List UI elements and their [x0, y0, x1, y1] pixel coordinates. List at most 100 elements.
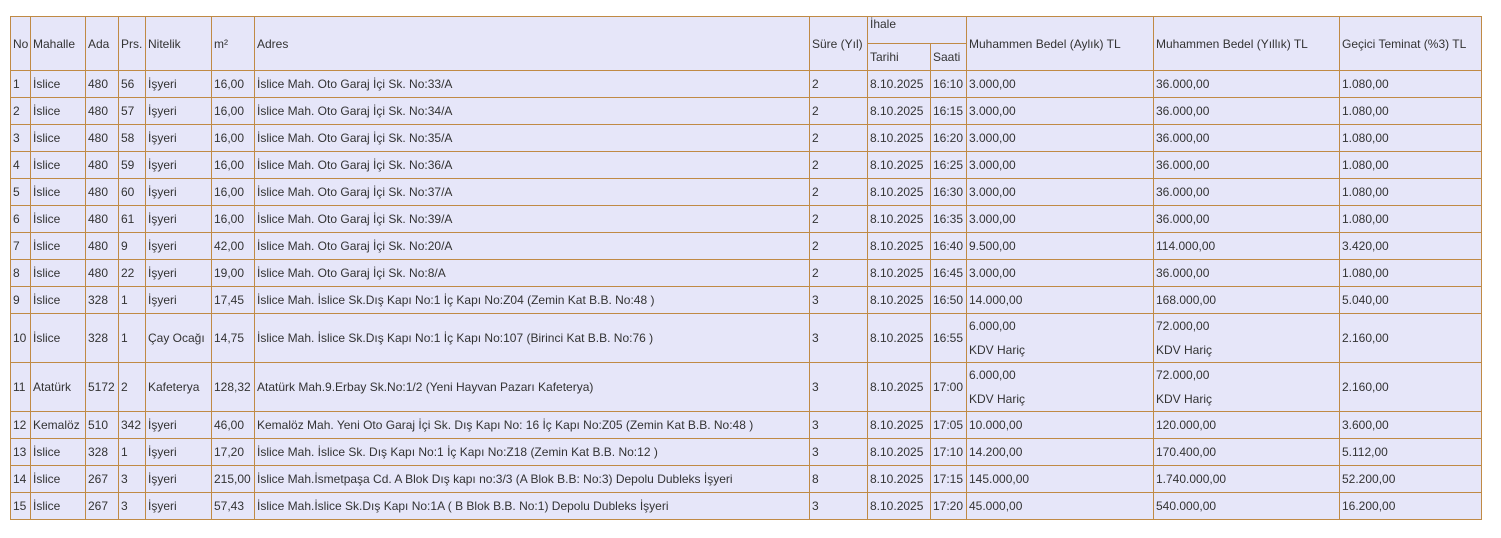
table-cell: İslice Mah. İslice Sk.Dış Kapı No:1 İç K…: [254, 313, 810, 363]
table-cell: 12: [10, 411, 31, 439]
cell-line: KDV Hariç: [1156, 392, 1213, 406]
table-cell: 16,00: [211, 70, 255, 98]
table-cell: 3.000,00: [966, 151, 1154, 179]
table-cell: 1: [10, 70, 31, 98]
table-cell: 10: [10, 313, 31, 363]
table-cell: 16:50: [930, 286, 967, 314]
table-cell: İşyeri: [145, 205, 212, 233]
table-cell: 8.10.2025: [867, 492, 931, 520]
table-cell: 52.200,00: [1339, 465, 1482, 493]
table-row: 14 İslice 267 3 İşyeri 215,00 İslice Mah.İsmet…: [10, 465, 1482, 493]
table-cell: 114.000,00: [1153, 232, 1340, 260]
table-cell: 14: [10, 465, 31, 493]
table-cell: 510: [85, 411, 119, 439]
table-cell: 480: [85, 259, 119, 287]
table-cell: 3.000,00: [966, 205, 1154, 233]
table-cell: 328: [85, 313, 119, 363]
table-cell: 3.420,00: [1339, 232, 1482, 260]
header-subcell: Saati: [930, 43, 967, 71]
table-cell: İslice Mah. Oto Garaj İçi Sk. No:35/A: [254, 124, 810, 152]
table-cell: 16,00: [211, 151, 255, 179]
table-cell: İşyeri: [145, 97, 212, 125]
table-cell: İslice Mah. Oto Garaj İçi Sk. No:37/A: [254, 178, 810, 206]
table-cell: İslice: [30, 178, 86, 206]
table-cell: 6: [10, 205, 31, 233]
table-cell: 328: [85, 286, 119, 314]
table-cell: 2.160,00: [1339, 313, 1482, 363]
table-cell: 3.000,00: [966, 97, 1154, 125]
table-cell: 17:05: [930, 411, 967, 439]
table-cell: 16.200,00: [1339, 492, 1482, 520]
table-cell: İslice Mah. Oto Garaj İçi Sk. No:8/A: [254, 259, 810, 287]
table-cell: 46,00: [211, 411, 255, 439]
table-cell: 9.500,00: [966, 232, 1154, 260]
table-cell: 16:25: [930, 151, 967, 179]
table-row: 15 İslice 267 3 İşyeri 57,43 İslice Mah.İslice…: [10, 492, 1482, 520]
table-cell: 16:30: [930, 178, 967, 206]
table-cell: 8.10.2025: [867, 313, 931, 363]
table-body: 1 İslice 480 56 İşyeri 16,00 İslice Mah. Oto G…: [10, 70, 1482, 520]
table-cell: 480: [85, 151, 119, 179]
table-cell: 15: [10, 492, 31, 520]
table-cell: İslice: [30, 313, 86, 363]
table-cell: 6.000,00 KDV Hariç: [966, 313, 1154, 363]
table-cell: 14.000,00: [966, 286, 1154, 314]
table-row: 9 İslice 328 1 İşyeri 17,45 İslice Mah. İslice…: [10, 286, 1482, 314]
table-header: No Mahalle Ada Prs. Nitelik m² Adres Süre (Yıl)…: [10, 16, 1482, 71]
header-cell: Ada: [85, 16, 119, 71]
table-cell: 16:10: [930, 70, 967, 98]
table-cell: İslice: [30, 492, 86, 520]
table-cell: 36.000,00: [1153, 259, 1340, 287]
table-cell: 3.000,00: [966, 259, 1154, 287]
table-cell: 17,45: [211, 286, 255, 314]
table-cell: 480: [85, 97, 119, 125]
table-cell: İslice Mah. Oto Garaj İçi Sk. No:34/A: [254, 97, 810, 125]
table-cell: Kafeterya: [145, 362, 212, 412]
table-cell: 3: [10, 124, 31, 152]
table-cell: 8.10.2025: [867, 286, 931, 314]
table-cell: 8.10.2025: [867, 70, 931, 98]
table-cell: İşyeri: [145, 411, 212, 439]
table-cell: 5172: [85, 362, 119, 412]
tender-table: No Mahalle Ada Prs. Nitelik m² Adres Süre (Yıl)…: [10, 16, 1482, 520]
table-cell: 59: [118, 151, 146, 179]
table-cell: 3.000,00: [966, 178, 1154, 206]
table-cell: 17:15: [930, 465, 967, 493]
table-cell: İşyeri: [145, 492, 212, 520]
table-cell: 480: [85, 205, 119, 233]
table-cell: Atatürk Mah.9.Erbay Sk.No:1/2 (Yeni Hayv…: [254, 362, 810, 412]
table-cell: 36.000,00: [1153, 151, 1340, 179]
table-cell: 1.740.000,00: [1153, 465, 1340, 493]
cell-line: KDV Hariç: [969, 392, 1026, 406]
table-cell: 16,00: [211, 124, 255, 152]
table-cell: 128,32: [211, 362, 255, 412]
table-row: 2 İslice 480 57 İşyeri 16,00 İslice Mah. Oto G…: [10, 97, 1482, 125]
table-cell: 2.160,00: [1339, 362, 1482, 412]
table-cell: 170.400,00: [1153, 438, 1340, 466]
table-cell: 58: [118, 124, 146, 152]
table-cell: 3: [809, 492, 868, 520]
table-row: 5 İslice 480 60 İşyeri 16,00 İslice Mah. Oto G…: [10, 178, 1482, 206]
table-cell: 2: [10, 97, 31, 125]
cell-line: 72.000,00: [1156, 319, 1210, 333]
table-cell: 8.10.2025: [867, 205, 931, 233]
table-cell: İslice: [30, 232, 86, 260]
table-row: 3 İslice 480 58 İşyeri 16,00 İslice Mah. Oto G…: [10, 124, 1482, 152]
table-cell: 342: [118, 411, 146, 439]
table-cell: 14.200,00: [966, 438, 1154, 466]
table-cell: 36.000,00: [1153, 124, 1340, 152]
table-cell: 8: [10, 259, 31, 287]
table-cell: İslice: [30, 438, 86, 466]
table-row: 8 İslice 480 22 İşyeri 19,00 İslice Mah. Oto G…: [10, 259, 1482, 287]
table-cell: 480: [85, 232, 119, 260]
table-cell: 120.000,00: [1153, 411, 1340, 439]
header-cell: Prs.: [118, 16, 146, 71]
table-cell: 145.000,00: [966, 465, 1154, 493]
table-cell: 2: [809, 259, 868, 287]
table-cell: İslice Mah. İslice Sk. Dış Kapı No:1 İç …: [254, 438, 810, 466]
table-cell: 57: [118, 97, 146, 125]
table-cell: İslice Mah. Oto Garaj İçi Sk. No:33/A: [254, 70, 810, 98]
table-cell: 8: [809, 465, 868, 493]
table-cell: 2: [809, 178, 868, 206]
